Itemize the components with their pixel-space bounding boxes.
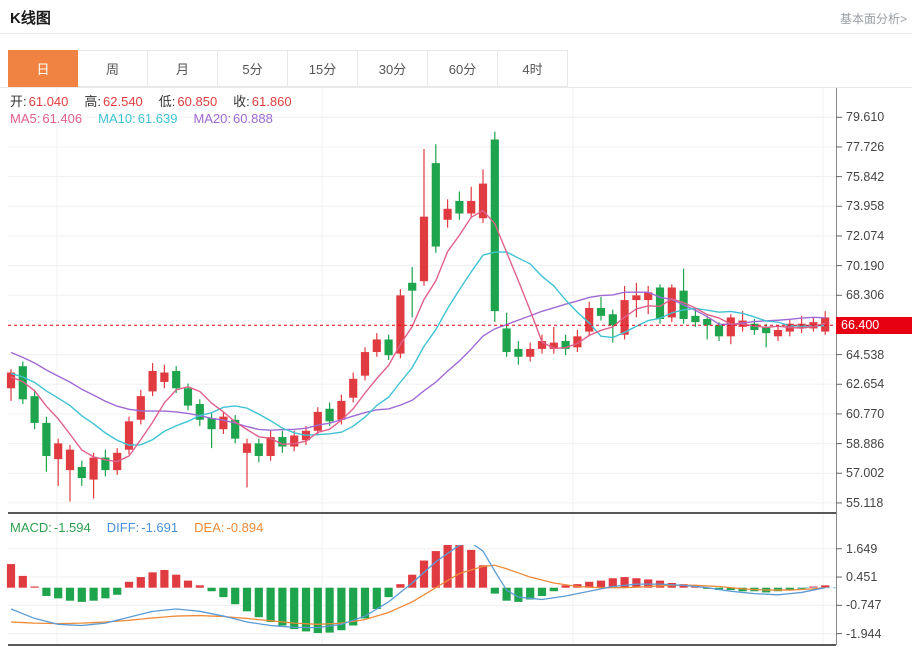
macd-row-item: DIFF: -1.691 bbox=[107, 520, 178, 535]
ma-readout: MA5: 61.406 MA10: 61.639 MA20: 60.888 bbox=[10, 111, 289, 126]
macd-tick-label: -0.747 bbox=[846, 598, 882, 613]
fundamental-analysis-link[interactable]: 基本面分析> bbox=[839, 12, 907, 26]
price-tick-label: 64.538 bbox=[846, 347, 885, 362]
macd-tick-label: 1.649 bbox=[846, 541, 878, 556]
macd-row-item: MACD: -1.594 bbox=[10, 520, 91, 535]
macd-pane bbox=[6, 545, 836, 634]
tab-30min[interactable]: 30分 bbox=[358, 50, 428, 87]
readout-label: MA10: bbox=[98, 111, 136, 126]
tab-week[interactable]: 周 bbox=[78, 50, 148, 87]
readout-value: -1.691 bbox=[141, 520, 179, 535]
ohlc-row-item: 高: 62.540 bbox=[84, 91, 142, 110]
ohlc-row-item: 收: 61.860 bbox=[233, 91, 291, 110]
price-tick-label: 72.074 bbox=[846, 228, 885, 243]
readout-value: 61.406 bbox=[42, 111, 83, 126]
readout-value: 60.888 bbox=[233, 111, 273, 126]
header-divider bbox=[0, 33, 912, 34]
readout-label: 低: bbox=[158, 94, 176, 109]
price-axis: 66.400 79.610 77.726 75.842 73.958 72.074 70.… bbox=[836, 0, 912, 648]
macd-tick-label: 0.451 bbox=[846, 570, 878, 585]
tab-60min[interactable]: 60分 bbox=[428, 50, 498, 87]
readout-value: 60.850 bbox=[177, 94, 218, 109]
ohlc-row-item: 低: 60.850 bbox=[159, 91, 217, 110]
readout-label: DIFF: bbox=[106, 520, 140, 535]
readout-label: MA20: bbox=[193, 111, 232, 126]
readout-label: 开: bbox=[10, 94, 27, 109]
ohlc-readout: 开: 61.040 高: 62.540 低: 60.850 收: 61.860 bbox=[10, 91, 308, 110]
tab-15min[interactable]: 15分 bbox=[288, 50, 358, 87]
price-tick-label: 70.190 bbox=[846, 258, 885, 273]
ma-row-item: MA5: 61.406 bbox=[10, 111, 82, 126]
price-tick-label: 73.958 bbox=[846, 199, 885, 214]
readout-label: 收: bbox=[233, 94, 250, 109]
ma-row-item: MA10: 61.639 bbox=[98, 111, 177, 126]
readout-label: MA5: bbox=[10, 111, 41, 126]
readout-label: DEA: bbox=[194, 520, 225, 535]
price-tick-label: 55.118 bbox=[846, 495, 884, 510]
macd-tick-label: -1.944 bbox=[846, 626, 882, 641]
price-tick-label: 58.886 bbox=[846, 436, 885, 451]
macd-row-item: DEA: -0.894 bbox=[194, 520, 263, 535]
ohlc-row-item: 开: 61.040 bbox=[10, 91, 68, 110]
price-tick-label: 62.654 bbox=[846, 377, 885, 392]
price-tick-label: 75.842 bbox=[846, 169, 885, 184]
price-tick-label: 57.002 bbox=[846, 466, 885, 481]
current-price-badge: 66.400 bbox=[836, 316, 912, 334]
readout-value: 61.639 bbox=[137, 111, 178, 126]
tab-day[interactable]: 日 bbox=[8, 50, 78, 87]
page-title: K线图 bbox=[10, 10, 51, 27]
candlestick-pane bbox=[6, 131, 836, 502]
readout-value: -1.594 bbox=[53, 520, 91, 535]
tabbar-underline bbox=[0, 87, 912, 88]
readout-value: 62.540 bbox=[103, 94, 143, 109]
interval-tabbar: 日周月 5分 15分 30分 60分 4时 bbox=[8, 50, 568, 87]
readout-label: 高: bbox=[84, 94, 102, 109]
macd-readout: MACD: -1.594 DIFF: -1.691 DEA: -0.894 bbox=[10, 520, 279, 535]
readout-label: MACD: bbox=[10, 520, 52, 535]
price-tick-label: 79.610 bbox=[846, 110, 885, 125]
price-tick-label: 68.306 bbox=[846, 288, 885, 303]
readout-value: -0.894 bbox=[226, 520, 264, 535]
price-tick-label: 60.770 bbox=[846, 406, 885, 421]
tab-5min[interactable]: 5分 bbox=[218, 50, 288, 87]
ma-row-item: MA20: 60.888 bbox=[193, 111, 272, 126]
readout-value: 61.860 bbox=[251, 94, 292, 109]
readout-value: 61.040 bbox=[28, 94, 69, 109]
tab-month[interactable]: 月 bbox=[148, 50, 218, 87]
tab-4hour[interactable]: 4时 bbox=[498, 50, 568, 87]
price-tick-label: 77.726 bbox=[846, 139, 885, 154]
